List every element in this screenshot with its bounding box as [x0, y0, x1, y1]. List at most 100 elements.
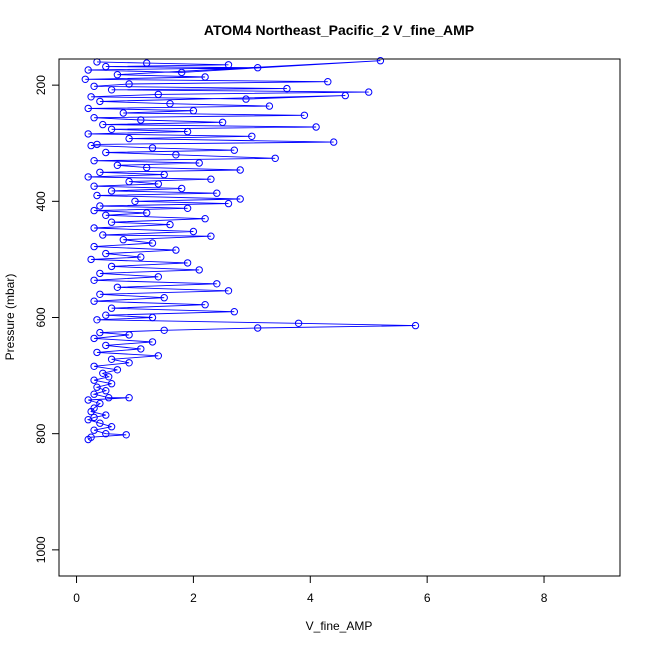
x-axis: 0 2 4 6 8	[73, 575, 548, 605]
data-point	[113, 283, 122, 291]
data-point	[90, 426, 98, 434]
data-point	[183, 204, 192, 213]
data-point	[125, 331, 133, 339]
data-point	[107, 380, 116, 388]
data-point	[148, 313, 157, 322]
data-point	[93, 191, 101, 200]
y-tick-label: 600	[34, 307, 48, 327]
data-point	[125, 177, 133, 186]
data-point	[84, 396, 92, 404]
data-point	[90, 182, 98, 190]
data-point	[341, 91, 349, 100]
data-point	[87, 407, 95, 416]
data-point	[96, 168, 104, 177]
data-point	[230, 308, 239, 316]
data-point	[283, 84, 291, 93]
data-point	[102, 249, 110, 258]
data-point	[90, 297, 98, 305]
y-tick-label: 800	[34, 423, 48, 443]
data-point	[201, 301, 209, 309]
data-point	[265, 102, 274, 110]
data-point	[137, 116, 145, 124]
data-point	[105, 373, 113, 381]
data-point	[330, 138, 338, 146]
data-point	[113, 366, 122, 374]
y-axis: 200 400 600 800 1000	[34, 75, 60, 563]
data-point	[96, 290, 104, 298]
data-point	[137, 253, 145, 261]
data-point	[84, 130, 92, 138]
data-point	[125, 134, 133, 143]
data-point	[183, 127, 192, 136]
data-point	[90, 224, 98, 232]
series-line	[85, 60, 416, 440]
data-point	[125, 80, 133, 88]
data-point	[224, 61, 233, 69]
data-point	[90, 114, 98, 122]
data-point	[312, 123, 320, 131]
data-point	[183, 259, 192, 267]
data-point	[166, 100, 174, 108]
y-tick-label: 200	[34, 75, 48, 95]
data-point	[90, 276, 98, 284]
data-point	[148, 239, 157, 247]
data-point	[230, 146, 239, 154]
data-point	[125, 359, 133, 367]
data-point	[107, 187, 116, 195]
data-point	[178, 184, 186, 193]
x-tick-label: 8	[541, 591, 548, 605]
data-point	[131, 197, 139, 206]
y-tick-label: 400	[34, 191, 48, 211]
data-point	[102, 311, 110, 319]
data-point	[242, 95, 250, 103]
data-point	[376, 57, 385, 65]
data-point	[294, 319, 303, 327]
y-tick-label: 1000	[34, 536, 48, 563]
data-point	[96, 419, 104, 427]
data-point	[178, 68, 186, 77]
data-point	[189, 107, 198, 115]
data-point	[93, 383, 101, 391]
data-point	[102, 430, 110, 438]
x-axis-label: V_fine_AMP	[306, 619, 373, 633]
x-tick-label: 2	[190, 591, 197, 605]
data-point	[102, 148, 110, 157]
data-point	[154, 273, 163, 281]
data-point	[84, 416, 92, 424]
data-point	[207, 232, 215, 240]
data-point	[236, 166, 244, 174]
data-point	[201, 73, 209, 81]
data-point	[271, 154, 279, 163]
data-point	[365, 88, 373, 96]
data-point	[90, 376, 98, 384]
data-point	[125, 394, 133, 402]
data-point	[107, 355, 116, 363]
data-point	[213, 280, 221, 288]
data-point	[87, 93, 95, 101]
data-point	[254, 64, 262, 72]
data-point	[84, 104, 92, 113]
data-point	[99, 120, 107, 129]
data-point	[218, 118, 227, 127]
data-point	[102, 62, 110, 71]
data-point	[107, 86, 116, 94]
data-point	[195, 266, 203, 274]
data-point	[93, 316, 101, 324]
data-point	[105, 394, 113, 402]
data-point	[143, 163, 151, 172]
data-point	[160, 294, 168, 302]
data-point	[90, 334, 98, 343]
data-point	[107, 423, 116, 431]
data-point	[84, 66, 92, 74]
data-point	[84, 435, 92, 444]
data-point	[102, 387, 110, 395]
data-point	[137, 345, 145, 353]
data-point	[96, 399, 104, 408]
data-point	[172, 151, 180, 159]
data-point	[90, 206, 98, 215]
data-point	[148, 338, 157, 346]
data-point	[102, 411, 110, 419]
data-point	[122, 431, 130, 439]
